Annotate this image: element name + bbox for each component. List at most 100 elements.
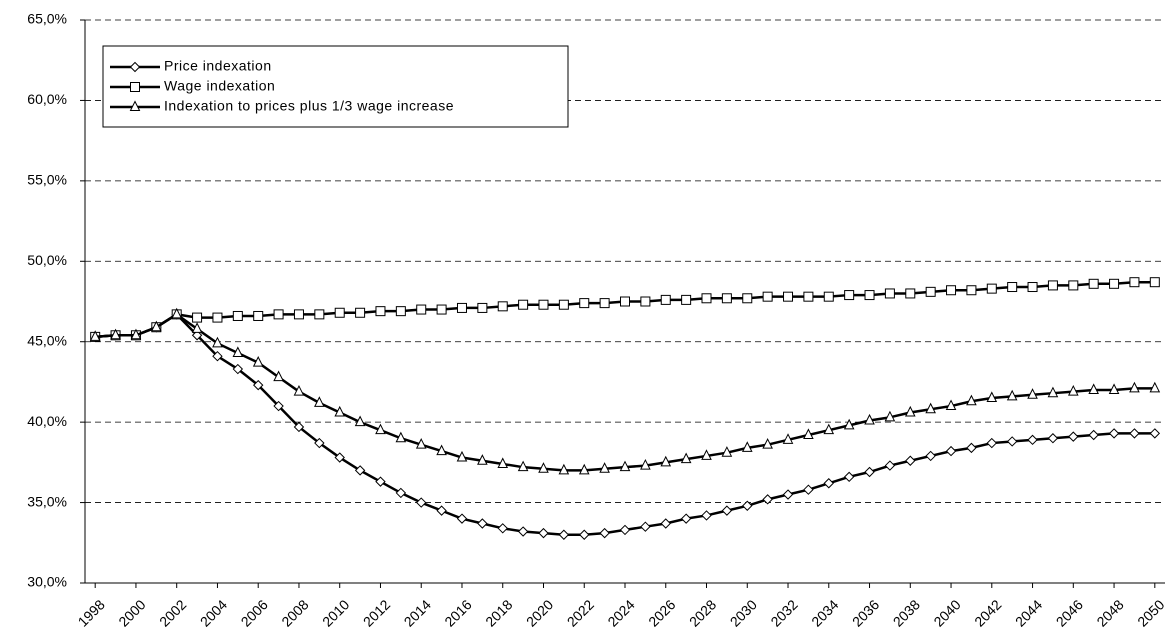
marker	[803, 291, 814, 302]
marker	[1129, 428, 1140, 439]
marker	[1088, 383, 1099, 394]
marker	[129, 61, 141, 73]
x-tick-label: 2006	[238, 596, 271, 629]
marker	[395, 431, 407, 443]
marker	[1129, 277, 1140, 288]
marker	[1108, 428, 1120, 439]
marker	[334, 307, 345, 318]
marker	[782, 489, 794, 500]
marker	[660, 294, 671, 305]
marker	[1006, 436, 1018, 447]
marker	[1047, 386, 1059, 398]
marker	[314, 396, 325, 407]
marker	[823, 478, 834, 489]
marker	[191, 322, 203, 333]
legend-box	[102, 45, 569, 128]
marker	[680, 452, 692, 464]
marker	[721, 446, 733, 457]
y-tick-label: 45,0%	[27, 332, 67, 348]
x-tick-label: 2048	[1093, 596, 1126, 629]
series-line	[95, 312, 1155, 536]
marker	[416, 497, 427, 508]
marker	[253, 379, 264, 391]
marker	[742, 293, 753, 304]
marker	[986, 283, 997, 294]
marker	[660, 518, 671, 529]
marker	[212, 312, 223, 323]
marker	[966, 394, 977, 406]
legend: Price indexation Wage indexation Indexatio…	[102, 45, 569, 128]
marker	[986, 437, 997, 449]
marker	[1149, 428, 1161, 439]
marker	[823, 291, 834, 302]
marker	[151, 320, 162, 332]
marker	[579, 529, 590, 540]
marker	[334, 452, 345, 463]
marker	[599, 462, 610, 473]
marker	[619, 460, 631, 472]
marker	[741, 441, 753, 452]
y-tick-label: 65,0%	[27, 11, 67, 27]
marker	[660, 455, 672, 467]
marker	[1108, 383, 1120, 394]
x-tick-label: 2014	[401, 596, 434, 629]
marker	[681, 294, 692, 305]
marker	[558, 299, 569, 310]
marker	[721, 293, 732, 304]
marker	[1006, 389, 1018, 401]
marker	[89, 330, 101, 341]
marker	[701, 293, 712, 304]
marker	[579, 298, 590, 309]
marker	[1047, 280, 1058, 291]
x-tick-label: 2024	[604, 596, 637, 629]
marker	[232, 346, 244, 357]
y-tick-label: 35,0%	[27, 493, 67, 509]
marker	[925, 402, 936, 414]
marker	[864, 466, 875, 478]
marker	[701, 510, 712, 521]
marker	[518, 299, 529, 310]
x-tick-label: 2040	[930, 596, 963, 629]
x-tick-label: 1998	[75, 596, 108, 629]
marker	[191, 330, 203, 341]
marker	[721, 505, 733, 516]
marker	[538, 527, 549, 539]
marker	[456, 513, 468, 524]
marker	[355, 307, 366, 318]
marker	[192, 312, 203, 323]
x-tick-label: 2004	[197, 596, 230, 629]
x-tick-label: 2036	[849, 596, 882, 629]
marker	[884, 288, 895, 299]
marker	[436, 444, 447, 456]
marker	[497, 523, 508, 534]
series	[89, 309, 1161, 540]
marker	[1027, 282, 1038, 293]
marker	[578, 463, 590, 475]
x-tick-label: 2022	[564, 596, 597, 629]
marker	[884, 460, 896, 471]
marker	[273, 370, 284, 382]
marker	[1067, 384, 1079, 396]
y-tick-label: 30,0%	[27, 574, 67, 590]
marker	[477, 518, 488, 529]
marker	[1149, 277, 1160, 288]
marker	[986, 391, 998, 403]
x-tick-label: 2026	[645, 596, 678, 629]
marker	[762, 291, 773, 302]
marker	[130, 328, 142, 340]
marker	[742, 500, 753, 511]
marker	[680, 513, 692, 524]
series	[90, 277, 1160, 342]
marker	[129, 100, 141, 111]
marker	[436, 304, 447, 315]
marker	[1007, 282, 1018, 293]
marker	[456, 302, 467, 313]
series	[89, 307, 1161, 475]
marker	[620, 296, 630, 307]
marker	[905, 455, 916, 466]
marker	[314, 437, 325, 449]
marker	[843, 471, 855, 483]
marker	[884, 410, 896, 422]
marker	[538, 299, 549, 310]
